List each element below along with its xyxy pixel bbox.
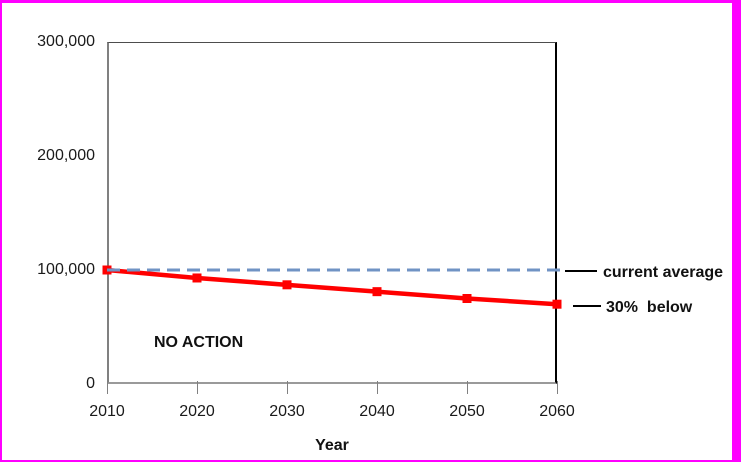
series-line-no-action (106, 267, 558, 307)
data-point-marker (462, 294, 472, 303)
y-tick-label: 100,000 (37, 261, 95, 278)
data-point-marker (282, 280, 292, 290)
x-tick-label: 2050 (449, 403, 485, 420)
chart-canvas (102, 265, 562, 309)
x-tick-label: 2020 (179, 403, 215, 420)
x-tick-label: 2010 (89, 403, 125, 420)
data-point-marker (552, 299, 562, 309)
current-average-leader-line (565, 270, 597, 272)
data-point-marker (372, 287, 382, 297)
x-tick-mark (467, 381, 468, 394)
x-tick-mark (377, 381, 378, 394)
x-tick-mark (197, 381, 198, 394)
x-tick-label: 2060 (539, 403, 575, 420)
y-tick-label: 0 (86, 375, 95, 392)
x-tick-mark (107, 381, 108, 394)
x-tick-mark (557, 381, 558, 394)
annotation-30-percent-below: 30% below (606, 299, 693, 316)
x-tick-label: 2040 (359, 403, 395, 420)
plot-area (107, 42, 557, 384)
x-axis-title: Year (315, 437, 349, 454)
annotation-current-average: current average (603, 264, 724, 281)
annotation-no-action: NO ACTION (154, 334, 244, 351)
x-tick-mark (287, 381, 288, 394)
x-tick-label: 2030 (269, 403, 305, 420)
thirty-percent-below-leader-line (573, 305, 601, 307)
y-tick-label: 200,000 (37, 147, 95, 164)
y-tick-label: 300,000 (37, 33, 95, 50)
data-point-marker (192, 273, 202, 283)
